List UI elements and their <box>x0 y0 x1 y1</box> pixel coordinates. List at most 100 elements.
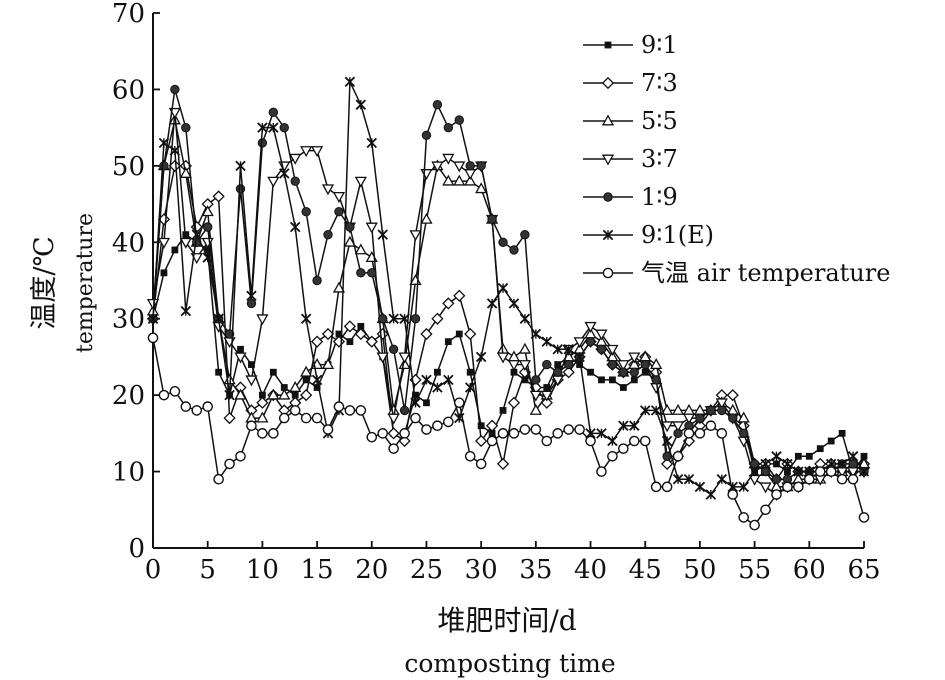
data-point <box>235 184 246 194</box>
data-point <box>596 428 607 439</box>
data-point <box>202 401 213 412</box>
data-point <box>671 403 685 415</box>
legend-label: 5∶5 <box>641 107 678 135</box>
data-point <box>399 313 410 324</box>
data-point <box>488 429 496 437</box>
data-point <box>519 424 531 435</box>
data-point <box>300 412 312 424</box>
data-point <box>771 474 782 484</box>
data-point <box>354 176 367 188</box>
data-point <box>497 428 509 439</box>
y-tick-label: 60 <box>112 75 145 105</box>
legend-label: 7∶3 <box>641 69 678 97</box>
data-point <box>519 313 531 324</box>
data-point <box>607 450 618 462</box>
data-point <box>289 153 302 165</box>
data-point <box>202 252 213 263</box>
data-point <box>661 421 674 433</box>
data-point <box>398 358 411 370</box>
data-point <box>596 466 607 477</box>
data-point <box>168 159 181 172</box>
data-point <box>301 207 311 217</box>
data-point <box>311 412 323 424</box>
data-point <box>573 337 586 349</box>
data-point <box>607 359 618 370</box>
data-point <box>321 327 335 341</box>
data-point <box>563 359 574 370</box>
data-point <box>246 420 257 432</box>
data-point <box>420 212 433 224</box>
x-axis-title-en: composting time <box>404 649 615 678</box>
data-point <box>234 388 247 400</box>
data-point <box>499 407 507 414</box>
data-point <box>278 412 290 424</box>
data-point <box>760 466 771 477</box>
legend-item: 7∶3 <box>583 69 678 97</box>
data-point <box>313 384 321 391</box>
data-point <box>388 443 399 454</box>
data-point <box>508 298 520 309</box>
data-point <box>825 466 837 477</box>
data-point <box>496 352 510 364</box>
data-point <box>376 352 389 364</box>
data-point <box>836 473 848 485</box>
data-point <box>431 312 444 325</box>
data-point <box>246 298 257 309</box>
data-point <box>215 368 223 376</box>
data-point <box>508 428 520 439</box>
data-point <box>738 512 749 523</box>
data-point <box>147 332 159 344</box>
data-point <box>256 314 269 326</box>
data-point <box>585 336 596 347</box>
data-point <box>278 388 291 400</box>
data-point <box>749 466 760 477</box>
data-point <box>180 401 192 412</box>
legend-swatch-marker <box>602 267 614 279</box>
data-point <box>520 229 530 240</box>
data-point <box>628 435 640 447</box>
data-point <box>302 376 310 384</box>
data-point <box>793 466 804 477</box>
data-point <box>377 229 388 240</box>
data-point <box>598 376 605 384</box>
data-point <box>782 458 793 470</box>
series-6 <box>147 76 870 500</box>
data-point <box>321 358 335 370</box>
data-point <box>256 411 269 423</box>
data-point <box>650 383 663 395</box>
data-point <box>617 360 630 372</box>
data-point <box>476 161 486 171</box>
data-point <box>412 391 419 399</box>
data-point <box>421 130 432 140</box>
data-point <box>223 411 236 425</box>
data-point <box>706 405 716 416</box>
data-point <box>618 443 629 454</box>
data-point <box>147 313 159 324</box>
data-point <box>354 327 367 341</box>
data-point <box>507 396 521 409</box>
data-point <box>410 314 421 324</box>
legend-label: 1∶9 <box>641 183 678 211</box>
data-point <box>587 368 594 376</box>
legend-label: 9∶1 <box>641 31 678 59</box>
data-point <box>552 428 564 439</box>
data-point <box>540 390 553 402</box>
data-point <box>245 375 258 387</box>
data-point <box>237 345 244 353</box>
data-point <box>584 321 597 333</box>
data-point <box>552 344 563 355</box>
x-tick-label: 40 <box>574 555 607 585</box>
data-point <box>191 229 202 240</box>
data-point <box>442 174 455 186</box>
data-point <box>354 243 367 255</box>
data-point <box>661 481 673 493</box>
y-tick-label: 0 <box>128 534 145 564</box>
data-point <box>290 176 300 186</box>
data-point <box>487 214 497 225</box>
data-point <box>737 411 750 423</box>
data-point <box>269 368 277 376</box>
data-point <box>399 428 410 439</box>
x-tick-label: 65 <box>847 555 880 585</box>
data-point <box>420 327 433 341</box>
